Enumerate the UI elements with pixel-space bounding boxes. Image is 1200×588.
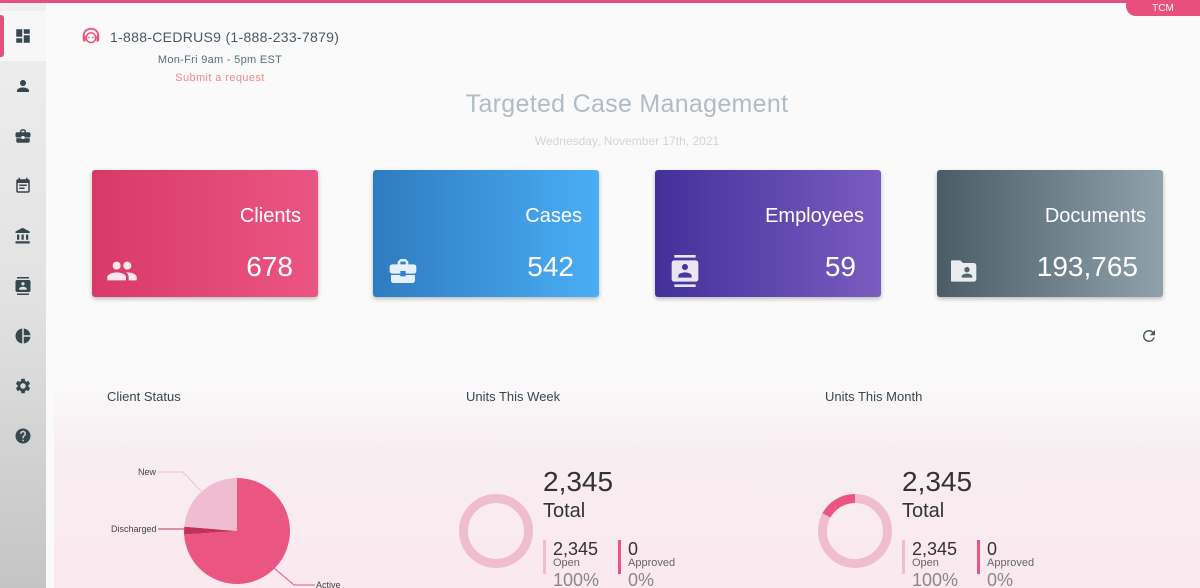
page-date: Wednesday, November 17th, 2021 — [534, 134, 720, 148]
units-month-approved: 0 Approved 0% — [977, 539, 1035, 588]
dashboard-icon — [16, 29, 30, 43]
people-icon — [106, 255, 138, 287]
units-week-total-label: Total — [543, 500, 586, 522]
units-week-title: Units This Week — [466, 389, 561, 404]
units-week-total: 2,345 — [543, 466, 614, 497]
open-indicator — [543, 540, 546, 574]
units-month-title: Units This Month — [825, 389, 923, 404]
sidebar — [0, 3, 46, 588]
sidebar-item-institution[interactable] — [0, 211, 46, 261]
approved-value: 0 — [628, 539, 639, 559]
app-badge[interactable]: TCM — [1126, 0, 1200, 16]
pie-slice-active[interactable] — [184, 478, 290, 584]
approved-percent: 0% — [987, 570, 1014, 588]
open-percent: 100% — [912, 570, 959, 588]
sidebar-item-settings[interactable] — [0, 361, 46, 411]
gear-icon — [15, 378, 31, 394]
documents-stat-card[interactable]: Documents 193,765 — [937, 170, 1163, 297]
sidebar-item-reports[interactable] — [0, 311, 46, 361]
pie-svg — [158, 471, 315, 586]
stat-label: Documents — [1044, 205, 1146, 227]
support-contact: 1-888-CEDRUS9 (1-888-233-7879) Mon-Fri 9… — [80, 26, 370, 84]
pie-chart-icon — [15, 328, 31, 344]
units-week-donut — [459, 494, 533, 568]
stat-label: Clients — [239, 205, 301, 227]
client-status-pie-chart: New Discharged Active — [100, 460, 360, 588]
sidebar-item-contacts[interactable] — [0, 261, 46, 311]
units-week-approved: 0 Approved 0% — [618, 539, 676, 588]
page-title: Targeted Case Management — [465, 90, 789, 118]
pie-slice-discharged[interactable] — [184, 526, 237, 535]
sidebar-item-calendar[interactable] — [0, 161, 46, 211]
sidebar-item-cases[interactable] — [0, 111, 46, 161]
refresh-button[interactable] — [1138, 325, 1160, 347]
cases-stat-card[interactable]: Cases 542 — [373, 170, 599, 297]
pie-label-discharged: Discharged — [111, 524, 157, 534]
units-month-total: 2,345 — [902, 466, 973, 497]
open-value: 2,345 — [553, 539, 599, 559]
open-label: Open — [912, 557, 939, 569]
approved-indicator — [977, 540, 980, 574]
contact-card-icon — [15, 277, 31, 295]
headset-support-icon — [82, 27, 100, 44]
shared-folder-icon — [951, 255, 983, 287]
units-week-widget: 2,345 Total 2,345 Open 100% 0 Approved 0… — [441, 460, 741, 588]
submit-request-link[interactable]: Submit a request — [175, 72, 265, 84]
client-status-title: Client Status — [107, 389, 181, 404]
units-month-open: 2,345 Open 100% — [902, 539, 958, 588]
approved-label: Approved — [987, 557, 1035, 569]
stat-value: 678 — [246, 251, 293, 282]
refresh-icon — [1143, 330, 1155, 342]
open-value: 2,345 — [912, 539, 958, 559]
calendar-icon — [16, 177, 30, 193]
pie-label-new: New — [138, 467, 157, 477]
top-accent-bar — [0, 0, 1200, 3]
stat-value: 542 — [527, 251, 574, 282]
sidebar-item-clients[interactable] — [0, 61, 46, 111]
approved-value: 0 — [987, 539, 998, 559]
open-label: Open — [553, 557, 580, 569]
units-month-total-label: Total — [902, 500, 945, 522]
support-phone: 1-888-CEDRUS9 (1-888-233-7879) — [110, 29, 340, 45]
approved-label: Approved — [628, 557, 676, 569]
stat-value: 59 — [824, 251, 856, 282]
approved-percent: 0% — [628, 570, 655, 588]
briefcase-icon — [15, 129, 31, 143]
clients-stat-card[interactable]: Clients 678 — [92, 170, 318, 297]
person-icon — [17, 80, 29, 92]
stat-label: Employees — [765, 205, 864, 227]
open-percent: 100% — [553, 570, 600, 588]
approved-indicator — [618, 540, 621, 574]
stat-value: 193,765 — [1036, 251, 1138, 282]
units-month-widget: 2,345 Total 2,345 Open 100% 0 Approved 0… — [800, 460, 1100, 588]
sidebar-item-dashboard[interactable] — [0, 11, 46, 61]
units-month-donut — [818, 494, 892, 568]
pie-label-active: Active — [316, 580, 341, 588]
employees-stat-card[interactable]: Employees 59 — [655, 170, 881, 297]
stat-label: Cases — [525, 205, 582, 227]
support-hours: Mon-Fri 9am - 5pm EST — [157, 54, 283, 66]
help-icon — [15, 428, 31, 444]
pie-slice-new[interactable] — [184, 478, 237, 531]
badge-icon — [669, 255, 701, 287]
open-indicator — [902, 540, 905, 574]
briefcase-icon — [387, 255, 419, 287]
sidebar-item-help[interactable] — [0, 411, 46, 461]
bank-icon — [15, 227, 30, 244]
units-week-open: 2,345 Open 100% — [543, 539, 599, 588]
